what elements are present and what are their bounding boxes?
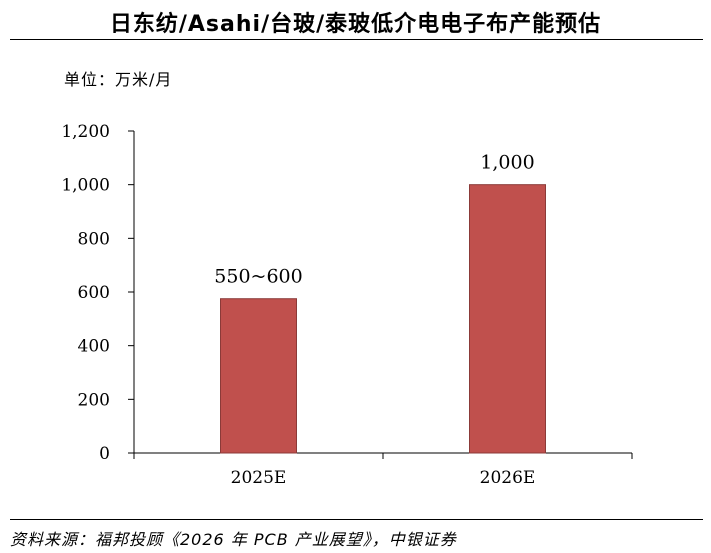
bar-2026E: [469, 184, 546, 454]
y-tick-label-1000: 1,000: [61, 176, 110, 196]
chart-title: 日东纺/Asahi/台玻/泰玻低介电电子布产能预估: [109, 12, 602, 37]
footer-divider: [10, 519, 703, 520]
y-tick-label-1200: 1,200: [61, 122, 110, 142]
bar-2025E: [220, 298, 297, 454]
y-tick-label-400: 400: [78, 337, 110, 357]
data-label-2025E: 550~600: [214, 266, 302, 288]
x-tick-label-2025E: 2025E: [231, 468, 287, 488]
unit-label: 单位：万米/月: [64, 70, 173, 89]
title-divider: [10, 39, 703, 40]
y-tick-label-600: 600: [78, 283, 110, 303]
y-tick-label-0: 0: [99, 444, 110, 464]
y-tick-label-800: 800: [78, 229, 110, 249]
y-tick-label-200: 200: [78, 390, 110, 410]
source-note: 资料来源：福邦投顾《2026 年 PCB 产业展望》，中银证券: [10, 530, 457, 549]
data-label-2026E: 1,000: [480, 152, 534, 174]
x-tick-label-2026E: 2026E: [480, 468, 536, 488]
